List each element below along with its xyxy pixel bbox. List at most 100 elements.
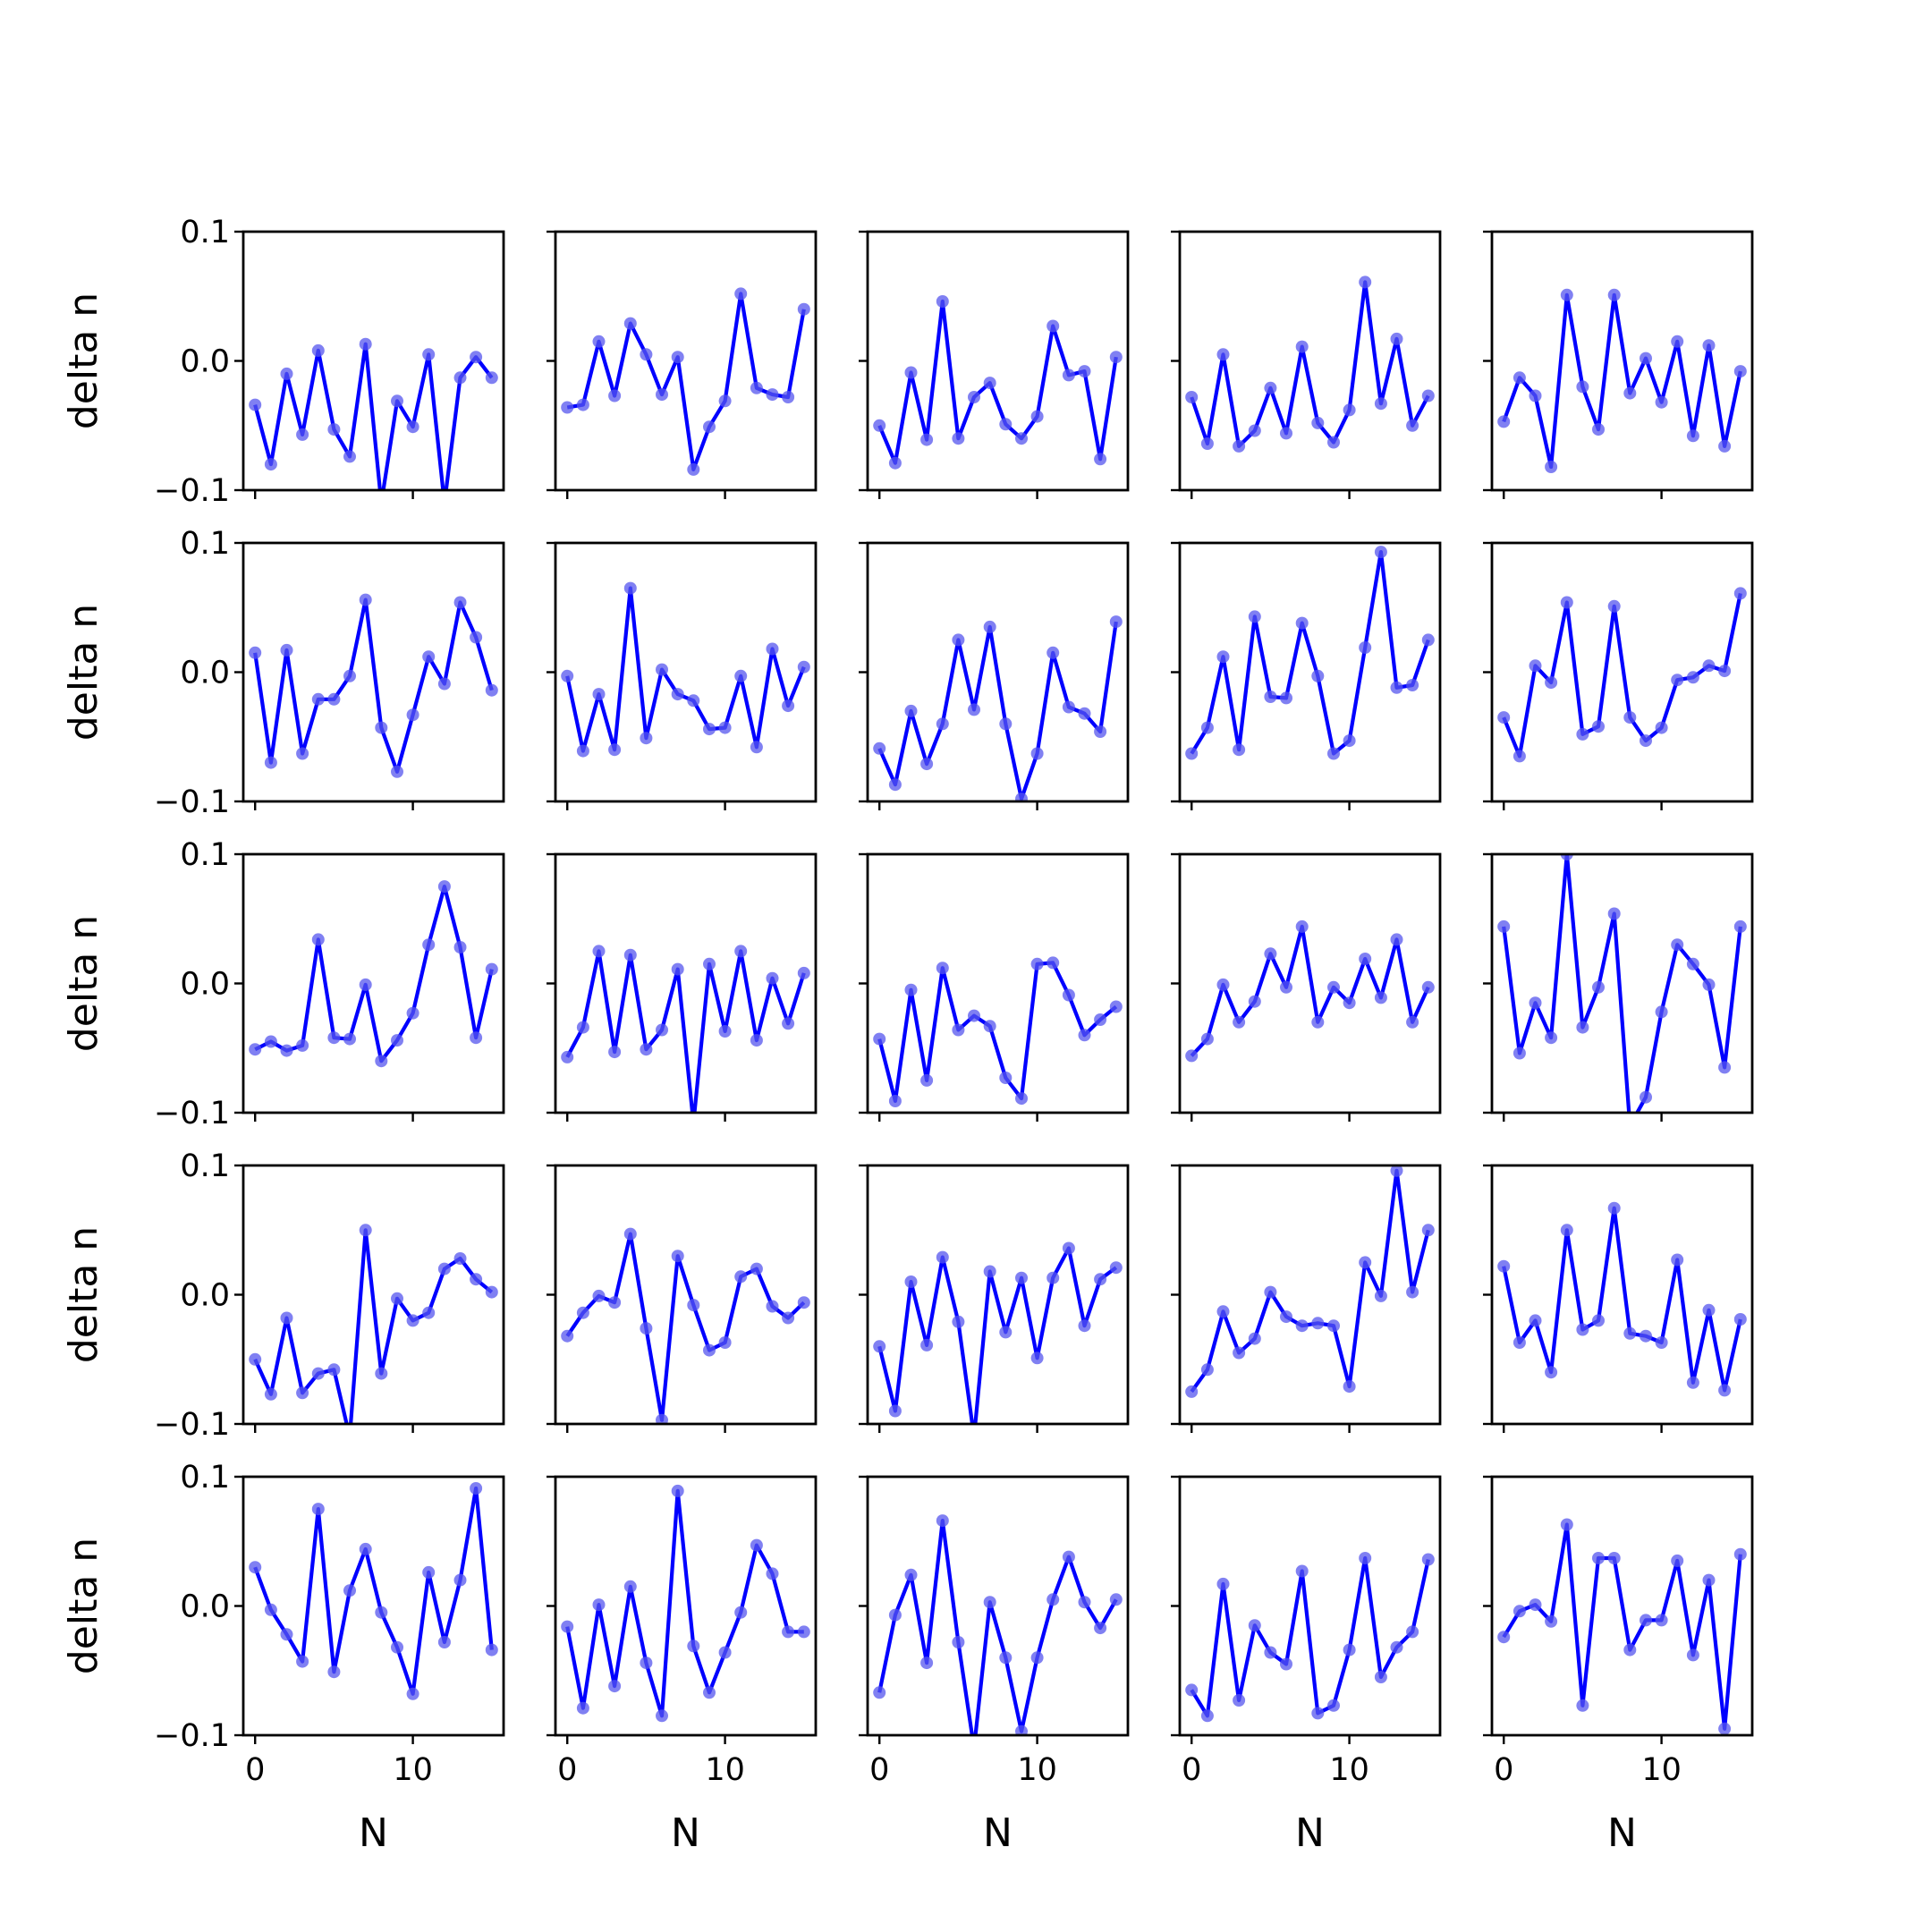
subplot-r5-c3: 0 10N — [859, 1475, 1130, 1856]
data-point — [656, 663, 668, 676]
data-point — [936, 717, 949, 731]
data-point — [1406, 1625, 1419, 1639]
y-axis-label: delta n — [61, 915, 106, 1052]
data-point — [561, 1620, 574, 1633]
data-point — [936, 1250, 949, 1264]
subplot-r4-c5 — [1483, 1164, 1754, 1433]
series-line — [253, 597, 494, 774]
data-point — [1015, 432, 1028, 445]
data-point — [249, 1352, 262, 1366]
data-point — [1671, 674, 1684, 687]
series-line — [253, 1486, 494, 1696]
data-point — [1718, 665, 1732, 678]
x-axis-label: N — [1295, 1810, 1325, 1856]
data-point — [703, 420, 716, 434]
series — [249, 337, 498, 490]
data-point — [983, 620, 996, 633]
data-point — [983, 1265, 996, 1278]
data-point — [1374, 546, 1387, 559]
data-point — [296, 1038, 309, 1052]
data-point — [1497, 415, 1511, 428]
data-point — [920, 758, 934, 771]
y-tick-label: 0.1 — [180, 837, 230, 873]
data-point — [406, 1006, 419, 1020]
data-point — [1359, 953, 1372, 965]
data-point — [1529, 1598, 1542, 1612]
data-point — [1015, 1724, 1028, 1735]
data-point — [1390, 1165, 1403, 1177]
data-point — [1233, 439, 1246, 453]
data-point — [561, 669, 574, 682]
data-point — [782, 1625, 795, 1639]
data-point — [576, 1306, 589, 1319]
data-point — [264, 756, 277, 769]
data-point — [375, 1367, 388, 1380]
data-point — [1421, 633, 1435, 647]
data-point — [608, 1680, 622, 1693]
data-point — [1200, 1709, 1214, 1723]
data-point — [592, 335, 606, 348]
data-point — [1607, 907, 1621, 920]
data-point — [1062, 988, 1075, 1002]
data-point — [264, 458, 277, 471]
data-point — [592, 688, 606, 701]
data-point — [1607, 1201, 1621, 1215]
subplot-r5-c1: −0.1 0.0 0.1 0 10 delta n N — [61, 1460, 505, 1856]
data-point — [718, 1336, 732, 1349]
data-point — [1280, 1310, 1292, 1324]
data-point — [1592, 1552, 1605, 1564]
data-point — [1015, 1271, 1028, 1284]
data-point — [561, 401, 574, 414]
data-point — [1264, 1285, 1277, 1299]
data-point — [1295, 616, 1309, 630]
series-line — [1190, 924, 1430, 1057]
subplot-r1-c2 — [547, 230, 818, 499]
data-point — [576, 1021, 589, 1034]
data-point — [1062, 1241, 1075, 1255]
data-point — [640, 1043, 653, 1056]
y-tick-label: 0.0 — [180, 967, 230, 1003]
data-point — [470, 1482, 483, 1495]
data-point — [1109, 1000, 1123, 1013]
y-tick-label: 0.0 — [180, 344, 230, 380]
data-point — [1655, 1614, 1668, 1627]
subplot-r4-c2 — [547, 1164, 818, 1433]
data-point — [1702, 339, 1716, 352]
data-point — [1702, 1303, 1716, 1317]
series — [249, 880, 498, 1068]
data-point — [576, 1701, 589, 1715]
data-point — [999, 418, 1013, 431]
y-tick-label: 0.1 — [180, 215, 230, 250]
data-point — [623, 581, 637, 595]
data-point — [1109, 351, 1123, 364]
data-point — [1560, 1518, 1573, 1531]
data-point — [1733, 365, 1747, 378]
data-point — [264, 1035, 277, 1048]
data-point — [1513, 371, 1526, 385]
data-point — [1233, 1346, 1246, 1360]
data-point — [1592, 720, 1605, 733]
data-point — [1046, 1593, 1060, 1606]
data-point — [1094, 1013, 1107, 1026]
subplot-r2-c3 — [859, 541, 1130, 810]
data-point — [1733, 1547, 1747, 1561]
data-point — [1640, 1329, 1652, 1343]
data-point — [561, 1329, 574, 1343]
data-point — [1576, 727, 1589, 741]
data-point — [327, 1665, 341, 1679]
data-point — [1280, 980, 1292, 994]
data-point — [920, 1338, 934, 1352]
data-point — [1686, 957, 1699, 970]
y-tick-label: −0.1 — [154, 1096, 230, 1131]
data-point — [1216, 1577, 1230, 1590]
data-point — [437, 1262, 451, 1275]
data-point — [1295, 919, 1309, 933]
data-point — [1513, 1605, 1526, 1618]
data-point — [766, 971, 779, 985]
series — [1497, 587, 1747, 763]
data-point — [1264, 381, 1277, 394]
data-point — [1545, 1031, 1558, 1045]
subplot-r4-c4 — [1171, 1164, 1442, 1433]
data-point — [671, 1250, 684, 1263]
